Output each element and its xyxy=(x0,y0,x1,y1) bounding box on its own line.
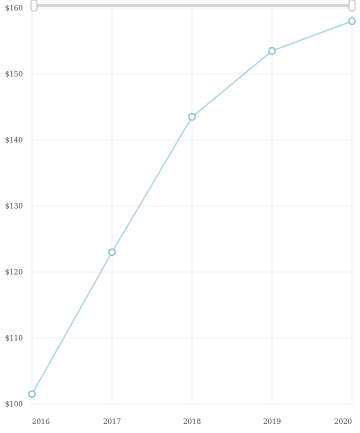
y-tick-label: $110 xyxy=(5,335,23,343)
data-point[interactable] xyxy=(348,17,356,26)
y-tick-label: $150 xyxy=(5,71,23,79)
grid-lines xyxy=(31,7,353,405)
range-slider[interactable] xyxy=(30,0,356,12)
x-axis-tick-labels: 2016 2017 2018 2019 2020 xyxy=(32,418,352,426)
y-tick-label: $140 xyxy=(5,137,23,145)
x-tick-label: 2020 xyxy=(334,418,352,426)
data-point[interactable] xyxy=(188,113,196,121)
x-tick-label: 2016 xyxy=(32,418,50,426)
y-tick-label: $120 xyxy=(5,269,23,277)
y-tick-label: $100 xyxy=(5,401,23,409)
data-point[interactable] xyxy=(108,248,116,257)
data-point[interactable] xyxy=(28,390,36,398)
y-axis-tick-labels: $100 $110 $120 $130 $140 $150 $160 xyxy=(5,5,23,409)
data-point[interactable] xyxy=(268,47,276,55)
x-tick-label: 2017 xyxy=(103,418,121,426)
x-tick-label: 2018 xyxy=(183,418,201,426)
range-slider-handle-right[interactable] xyxy=(348,0,356,12)
series-group xyxy=(28,17,356,398)
x-tick-label: 2019 xyxy=(263,418,281,426)
y-tick-label: $160 xyxy=(5,5,23,13)
range-slider-handle-left[interactable] xyxy=(30,0,38,12)
range-slider-track[interactable] xyxy=(34,4,352,7)
y-tick-label: $130 xyxy=(5,203,23,211)
